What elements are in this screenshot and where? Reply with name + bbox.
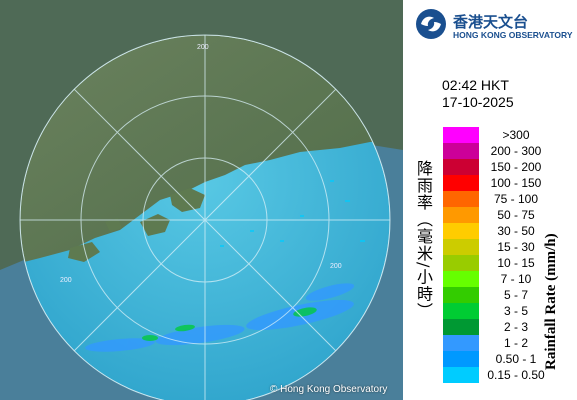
radar-time: 02:42 HKT <box>442 77 509 93</box>
legend-row: 100 - 150 <box>443 175 543 191</box>
legend-swatch <box>443 223 479 239</box>
legend-row: 7 - 10 <box>443 271 543 287</box>
legend-label: 0.50 - 1 <box>495 352 537 366</box>
legend-row: 50 - 75 <box>443 207 543 223</box>
legend-label: >300 <box>502 128 530 142</box>
legend-row: 15 - 30 <box>443 239 543 255</box>
legend-row: 2 - 3 <box>443 319 543 335</box>
range-label: 200 <box>197 44 209 51</box>
radar-map: 200 200 200 © Hong Kong Observatory <box>0 0 403 400</box>
hko-emblem-icon <box>416 9 446 39</box>
legend-swatch <box>443 143 479 159</box>
radar-edge <box>19 34 391 400</box>
legend-row: 1 - 2 <box>443 335 543 351</box>
legend-swatch <box>443 271 479 287</box>
legend-swatch <box>443 255 479 271</box>
legend-swatch <box>443 287 479 303</box>
logo-name-en: HONG KONG OBSERVATORY <box>453 30 573 40</box>
legend-label: 10 - 15 <box>497 256 535 270</box>
legend-swatch <box>443 175 479 191</box>
legend-swatch <box>443 207 479 223</box>
legend-title-en: Rainfall Rate (mm/h) <box>543 233 559 370</box>
legend-label: 0.15 - 0.50 <box>487 368 545 382</box>
legend-label: 200 - 300 <box>490 144 542 158</box>
rain-echo-light <box>220 180 365 247</box>
logo-name-zh: 香港天文台 <box>453 13 529 31</box>
legend-swatch <box>443 127 479 143</box>
legend-swatch <box>443 191 479 207</box>
hko-logo: 香港天文台 HONG KONG OBSERVATORY <box>415 8 575 42</box>
legend-row: 75 - 100 <box>443 191 543 207</box>
legend-swatch <box>443 335 479 351</box>
legend-label: 1 - 2 <box>503 336 528 350</box>
legend-row: 10 - 15 <box>443 255 543 271</box>
legend-swatch <box>443 303 479 319</box>
legend-label: 5 - 7 <box>503 288 528 302</box>
range-label: 200 <box>60 277 72 284</box>
legend-swatch <box>443 239 479 255</box>
legend-swatch <box>443 367 479 383</box>
radar-date: 17-10-2025 <box>442 94 514 110</box>
radar-map-svg: 200 200 200 <box>0 0 403 400</box>
legend-row: 150 - 200 <box>443 159 543 175</box>
legend-label: 100 - 150 <box>490 176 542 190</box>
info-panel: 香港天文台 HONG KONG OBSERVATORY 02:42 HKT 17… <box>403 0 577 400</box>
legend-row: 0.50 - 1 <box>443 351 543 367</box>
copyright-text: © Hong Kong Observatory <box>270 384 388 395</box>
legend-row: 200 - 300 <box>443 143 543 159</box>
legend-label: 15 - 30 <box>497 240 535 254</box>
legend-title-zh: 降雨率（毫米/小時） <box>414 160 433 320</box>
legend-label: 2 - 3 <box>503 320 528 334</box>
legend-row: >300 <box>443 127 543 143</box>
legend-swatch <box>443 159 479 175</box>
legend-row: 3 - 5 <box>443 303 543 319</box>
legend-row: 30 - 50 <box>443 223 543 239</box>
island-west <box>68 242 100 262</box>
legend-label: 7 - 10 <box>500 272 532 286</box>
legend-swatch <box>443 351 479 367</box>
legend-label: 3 - 5 <box>503 304 528 318</box>
legend-label: 30 - 50 <box>497 224 535 238</box>
island-small <box>105 218 122 232</box>
legend-label: 150 - 200 <box>490 160 542 174</box>
legend-row: 5 - 7 <box>443 287 543 303</box>
legend-swatch <box>443 319 479 335</box>
legend-label: 75 - 100 <box>493 192 539 206</box>
range-rings <box>20 35 390 400</box>
range-label: 200 <box>330 263 342 270</box>
legend-row: 0.15 - 0.50 <box>443 367 545 383</box>
legend-label: 50 - 75 <box>497 208 535 222</box>
